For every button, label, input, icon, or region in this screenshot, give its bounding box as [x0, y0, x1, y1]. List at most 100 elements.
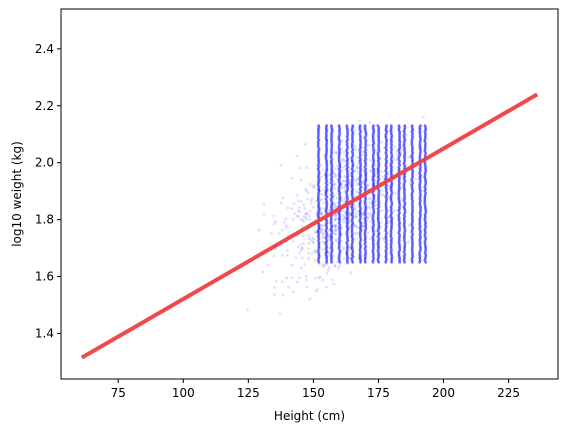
scatter-point [374, 200, 378, 204]
scatter-point [377, 244, 381, 248]
scatter-point [359, 175, 363, 179]
scatter-point [325, 250, 328, 254]
scatter-point [402, 239, 406, 242]
scatter-point [397, 200, 401, 204]
scatter-point [339, 184, 343, 187]
scatter-point [322, 263, 325, 266]
scatter-point [393, 145, 397, 149]
scatter-point [345, 262, 349, 266]
scatter-point [298, 251, 301, 255]
scatter-point [334, 225, 338, 229]
scatter-point [323, 243, 327, 246]
scatter-point [410, 126, 414, 130]
scatter-point [352, 256, 356, 259]
scatter-point [342, 165, 345, 169]
scatter-point [337, 217, 341, 221]
x-tick-label: 125 [237, 386, 260, 400]
scatter-point [352, 203, 356, 207]
scatter-point [262, 212, 266, 216]
scatter-point [332, 194, 336, 198]
scatter-point [358, 183, 362, 187]
scatter-point [372, 171, 375, 175]
scatter-point [328, 235, 332, 239]
scatter-point [396, 208, 400, 212]
scatter-point [330, 193, 333, 197]
scatter-point [346, 207, 350, 210]
scatter-point [305, 285, 309, 289]
scatter-point [386, 184, 390, 188]
scatter-point [307, 241, 311, 245]
scatter-point [338, 151, 342, 155]
scatter-point [409, 154, 413, 158]
scatter-point [346, 239, 350, 243]
scatter-point [391, 216, 395, 220]
scatter-point [389, 245, 393, 248]
scatter-point [386, 208, 390, 212]
scatter-point [351, 138, 354, 142]
scatter-point [361, 229, 364, 232]
scatter-point [418, 203, 422, 207]
scatter-point [297, 206, 301, 210]
scatter-point [324, 191, 328, 195]
scatter-point [331, 171, 335, 175]
scatter-point [343, 180, 347, 183]
scatter-point [341, 213, 345, 217]
scatter-point [325, 201, 329, 205]
scatter-point [324, 209, 328, 213]
scatter-point [321, 227, 324, 231]
scatter-point [375, 167, 379, 170]
scatter-point [367, 231, 371, 235]
scatter-point [376, 124, 380, 128]
scatter-point [351, 239, 354, 242]
scatter-point [410, 231, 414, 235]
scatter-point [305, 189, 308, 193]
scatter-point [318, 198, 322, 202]
scatter-point [390, 126, 393, 130]
scatter-point [338, 171, 341, 175]
scatter-point [424, 128, 428, 132]
scatter-point [364, 170, 368, 174]
scatter-point [326, 251, 329, 254]
scatter-point [321, 224, 325, 228]
scatter-point [384, 136, 388, 140]
scatter-point [297, 209, 300, 213]
scatter-point [363, 219, 367, 223]
scatter-point [363, 233, 367, 237]
scatter-point [350, 229, 354, 233]
scatter-point [325, 251, 328, 254]
scatter-point [418, 223, 422, 227]
scatter-point [348, 212, 351, 216]
scatter-point [303, 207, 306, 210]
scatter-point [339, 196, 343, 200]
scatter-point [333, 225, 337, 229]
scatter-point [327, 221, 331, 225]
scatter-point [333, 224, 337, 228]
scatter-point [411, 245, 414, 248]
scatter-point [353, 169, 357, 172]
scatter-point [371, 241, 375, 244]
scatter-point [363, 124, 367, 128]
scatter-point [297, 199, 300, 203]
scatter-point [327, 209, 331, 212]
scatter-point [273, 293, 276, 296]
scatter-point [330, 144, 334, 147]
scatter-point [345, 213, 349, 217]
scatter-point [339, 240, 343, 243]
scatter-point [355, 182, 359, 186]
scatter-point [359, 174, 363, 177]
scatter-point [407, 224, 411, 227]
scatter-point [367, 143, 371, 147]
scatter-point [314, 276, 317, 280]
scatter-point [286, 206, 290, 210]
scatter-point [325, 221, 329, 225]
scatter-point [364, 213, 367, 217]
scatter-point [377, 165, 381, 169]
scatter-point [388, 221, 392, 225]
scatter-point [379, 221, 383, 225]
scatter-point [372, 124, 375, 128]
scatter-point [317, 134, 320, 138]
scatter-point [358, 210, 362, 214]
scatter-point [397, 195, 401, 199]
scatter-point [341, 218, 345, 221]
scatter-point [403, 156, 406, 159]
